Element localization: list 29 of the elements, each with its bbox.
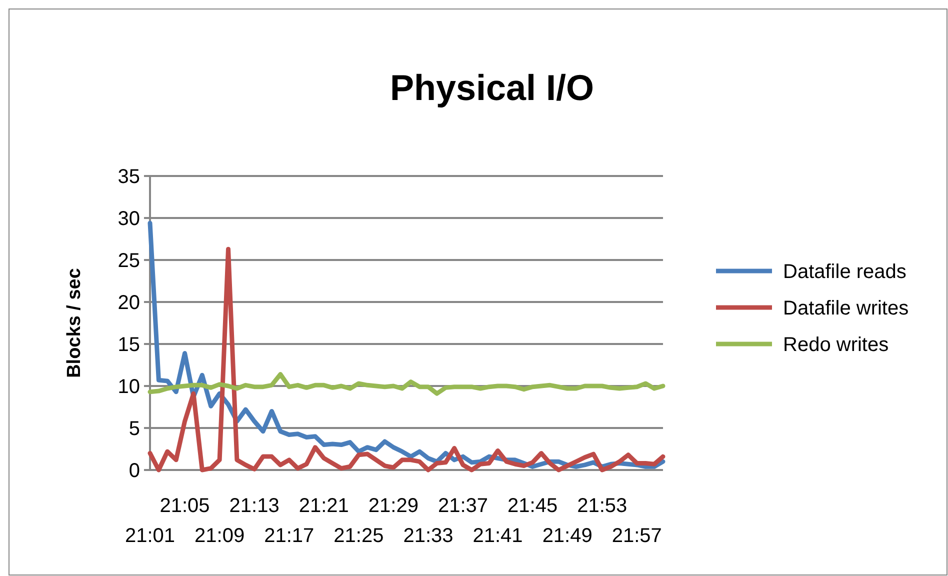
chart-title: Physical I/O [390,67,594,108]
x-tick-label: 21:25 [334,525,384,547]
y-tick-label: 30 [118,208,140,230]
legend-label: Redo writes [783,334,889,356]
x-tick-label: 21:45 [508,495,558,517]
y-tick-label: 5 [128,418,140,440]
y-axis-title: Blocks / sec [64,268,85,378]
y-tick-label: 10 [118,376,140,398]
y-tick-label: 25 [118,250,140,272]
legend-label: Datafile writes [783,298,909,320]
x-tick-label: 21:37 [438,495,488,517]
y-tick-label: 15 [118,334,140,356]
x-tick-label: 21:53 [577,495,628,517]
x-tick-label: 21:21 [298,495,349,517]
x-tick-label: 21:13 [229,495,280,517]
y-tick-label: 35 [118,166,140,188]
x-tick-label: 21:49 [542,525,592,547]
y-tick-label: 0 [128,460,140,482]
x-tick-label: 21:57 [612,525,662,547]
y-tick-label: 20 [118,292,140,314]
line-series [148,372,666,396]
x-tick-label: 21:01 [124,525,176,547]
x-tick-label: 21:41 [472,525,523,547]
x-tick-label: 21:09 [194,525,245,547]
x-tick-label: 21:05 [160,495,210,517]
x-tick-label: 21:17 [264,525,314,547]
legend-label: Datafile reads [783,261,906,283]
x-tick-label: 21:29 [368,495,418,517]
x-tick-label: 21:33 [403,525,454,547]
